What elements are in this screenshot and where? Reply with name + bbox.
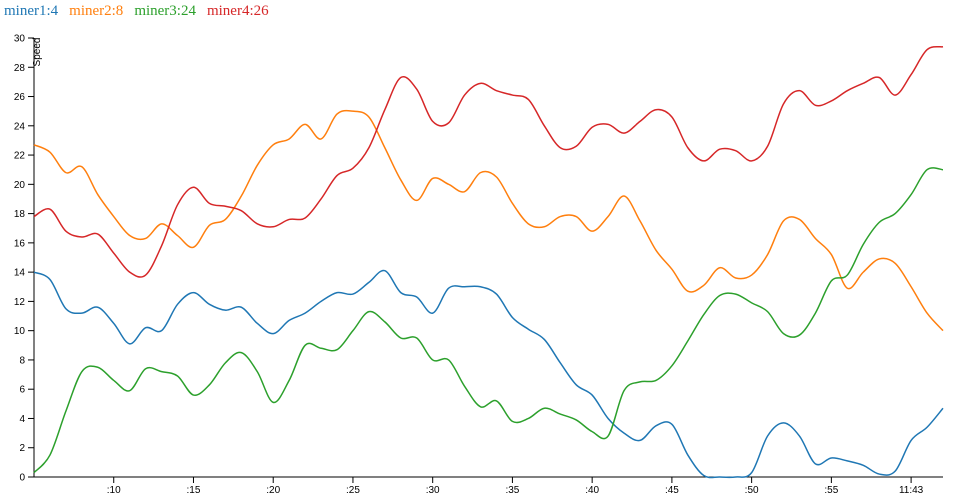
x-tick-label: :45 [665, 485, 679, 496]
legend-entry: miner2:8 [69, 3, 123, 19]
y-tick-label: 10 [14, 326, 26, 337]
x-tick-label: :40 [585, 485, 599, 496]
series-line [33, 109, 944, 332]
y-tick-label: 26 [14, 92, 26, 103]
y-axis-label: Speed [32, 38, 43, 67]
y-tick-label: 4 [19, 414, 25, 425]
legend-entry: miner4:26 [207, 3, 269, 19]
y-tick-label: 22 [14, 151, 26, 162]
y-tick-label: 14 [14, 268, 26, 279]
y-tick-label: 30 [14, 34, 26, 45]
y-tick-label: 6 [19, 385, 25, 396]
y-tick-label: 20 [14, 180, 26, 191]
y-tick-label: 8 [19, 355, 25, 366]
series-line [33, 167, 944, 474]
y-tick-label: 0 [19, 473, 25, 484]
y-tick-label: 24 [14, 121, 26, 132]
y-tick-label: 28 [14, 63, 26, 74]
x-tick-label: :20 [266, 485, 280, 496]
x-tick-label: :55 [824, 485, 838, 496]
x-tick-label: :30 [426, 485, 440, 496]
y-tick-label: 12 [14, 297, 26, 308]
x-tick-label: :10 [107, 485, 121, 496]
x-tick-label: :50 [745, 485, 759, 496]
series-line [33, 45, 944, 278]
x-tick-label: :25 [346, 485, 360, 496]
y-tick-label: 2 [19, 443, 25, 454]
series-line [33, 269, 944, 479]
x-tick-label: 11:43 [899, 485, 924, 496]
legend-entry: miner1:4 [4, 3, 59, 19]
y-tick-label: 18 [14, 209, 26, 220]
y-tick-label: 16 [14, 238, 26, 249]
x-tick-label: :35 [505, 485, 519, 496]
x-tick-label: :15 [187, 485, 201, 496]
legend-entry: miner3:24 [134, 3, 196, 19]
